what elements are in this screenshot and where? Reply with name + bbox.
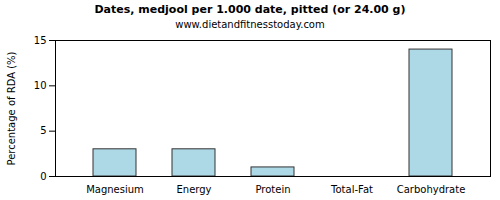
- svg-text:Protein: Protein: [255, 184, 290, 195]
- svg-text:Magnesium: Magnesium: [86, 184, 144, 195]
- html-text:www.dietandfitnesstoday.com: www.dietandfitnesstoday.com: [175, 19, 325, 30]
- svg-text:Percentage of RDA (%): Percentage of RDA (%): [6, 51, 17, 165]
- svg-text:Energy: Energy: [176, 184, 211, 195]
- html-text:Dates, medjool per 1.000 date,: Dates, medjool per 1.000 date, pitted (o…: [94, 3, 406, 16]
- svg-text:15: 15: [34, 35, 47, 46]
- svg-text:10: 10: [34, 80, 47, 91]
- svg-text:5: 5: [40, 125, 46, 136]
- svg-text:Total-Fat: Total-Fat: [330, 184, 373, 195]
- svg-text:Carbohydrate: Carbohydrate: [397, 184, 466, 195]
- svg-text:0: 0: [40, 171, 46, 182]
